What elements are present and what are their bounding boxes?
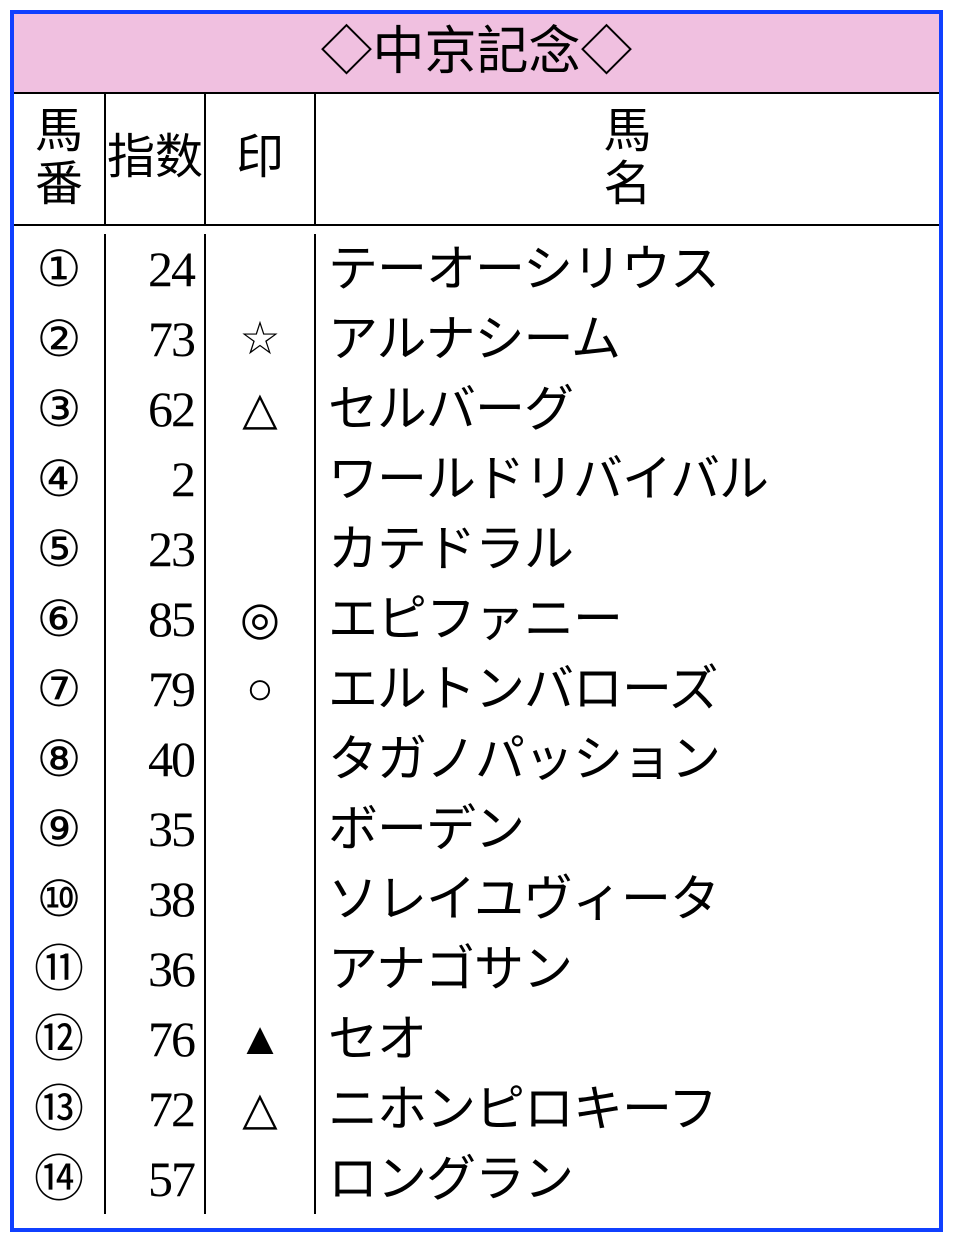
cell-name: エルトンバローズ (316, 654, 939, 724)
cell-name: ソレイユヴィータ (316, 864, 939, 934)
table-row: ⑩38 ソレイユヴィータ (14, 864, 939, 934)
cell-idx: 24 (106, 234, 206, 304)
table-row: ①24 テーオーシリウス (14, 234, 939, 304)
table-row: ⑦79○エルトンバローズ (14, 654, 939, 724)
table-row: ④2 ワールドリバイバル (14, 444, 939, 514)
cell-name: アルナシーム (316, 304, 939, 374)
cell-idx: 35 (106, 794, 206, 864)
cell-name: テーオーシリウス (316, 234, 939, 304)
cell-num: ⑤ (14, 514, 106, 584)
cell-mark: ◎ (206, 584, 316, 654)
table-row: ⑭57 ロングラン (14, 1144, 939, 1214)
cell-num: ⑥ (14, 584, 106, 654)
cell-num: ⑫ (14, 1004, 106, 1074)
cell-name: エピファニー (316, 584, 939, 654)
cell-num: ⑩ (14, 864, 106, 934)
table-row: ⑥85◎エピファニー (14, 584, 939, 654)
cell-mark (206, 724, 316, 794)
cell-name: ロングラン (316, 1144, 939, 1214)
cell-num: ⑨ (14, 794, 106, 864)
cell-idx: 2 (106, 444, 206, 514)
cell-idx: 79 (106, 654, 206, 724)
cell-idx: 40 (106, 724, 206, 794)
cell-num: ③ (14, 374, 106, 444)
cell-name: ワールドリバイバル (316, 444, 939, 514)
cell-idx: 73 (106, 304, 206, 374)
cell-mark: ▲ (206, 1004, 316, 1074)
cell-idx: 76 (106, 1004, 206, 1074)
table-body: ①24テーオーシリウス②73☆アルナシーム③62△セルバーグ④2ワールドリバイバ… (14, 226, 939, 1228)
cell-idx: 62 (106, 374, 206, 444)
cell-num: ⑪ (14, 934, 106, 1004)
cell-num: ⑬ (14, 1074, 106, 1144)
cell-idx: 38 (106, 864, 206, 934)
cell-num: ① (14, 234, 106, 304)
cell-num: ⑦ (14, 654, 106, 724)
header-name: 馬 名 (316, 94, 939, 224)
cell-mark (206, 234, 316, 304)
cell-mark: △ (206, 374, 316, 444)
cell-num: ⑧ (14, 724, 106, 794)
cell-name: ニホンピロキーフ (316, 1074, 939, 1144)
table-row: ⑧40 タガノパッション (14, 724, 939, 794)
table-row: ②73☆アルナシーム (14, 304, 939, 374)
cell-num: ④ (14, 444, 106, 514)
cell-idx: 85 (106, 584, 206, 654)
cell-idx: 36 (106, 934, 206, 1004)
cell-mark (206, 1144, 316, 1214)
race-table: ◇中京記念◇ 馬番 指数 印 馬 名 ①24テーオーシリウス②73☆アルナシーム… (10, 10, 943, 1232)
cell-name: ボーデン (316, 794, 939, 864)
table-row: ⑨35 ボーデン (14, 794, 939, 864)
cell-num: ② (14, 304, 106, 374)
cell-num: ⑭ (14, 1144, 106, 1214)
cell-mark: △ (206, 1074, 316, 1144)
race-title: ◇中京記念◇ (14, 14, 939, 94)
table-row: ⑪36 アナゴサン (14, 934, 939, 1004)
cell-mark (206, 864, 316, 934)
cell-mark: ☆ (206, 304, 316, 374)
cell-idx: 72 (106, 1074, 206, 1144)
cell-mark (206, 934, 316, 1004)
header-idx: 指数 (106, 94, 206, 224)
cell-mark (206, 444, 316, 514)
table-header: 馬番 指数 印 馬 名 (14, 94, 939, 226)
cell-mark (206, 794, 316, 864)
cell-name: セオ (316, 1004, 939, 1074)
header-num: 馬番 (14, 94, 106, 224)
table-row: ⑤23 カテドラル (14, 514, 939, 584)
cell-idx: 57 (106, 1144, 206, 1214)
cell-idx: 23 (106, 514, 206, 584)
cell-name: タガノパッション (316, 724, 939, 794)
cell-name: カテドラル (316, 514, 939, 584)
table-row: ⑬72△ニホンピロキーフ (14, 1074, 939, 1144)
cell-mark (206, 514, 316, 584)
header-mark: 印 (206, 94, 316, 224)
cell-name: セルバーグ (316, 374, 939, 444)
cell-mark: ○ (206, 654, 316, 724)
cell-name: アナゴサン (316, 934, 939, 1004)
table-row: ③62△セルバーグ (14, 374, 939, 444)
table-row: ⑫76▲セオ (14, 1004, 939, 1074)
